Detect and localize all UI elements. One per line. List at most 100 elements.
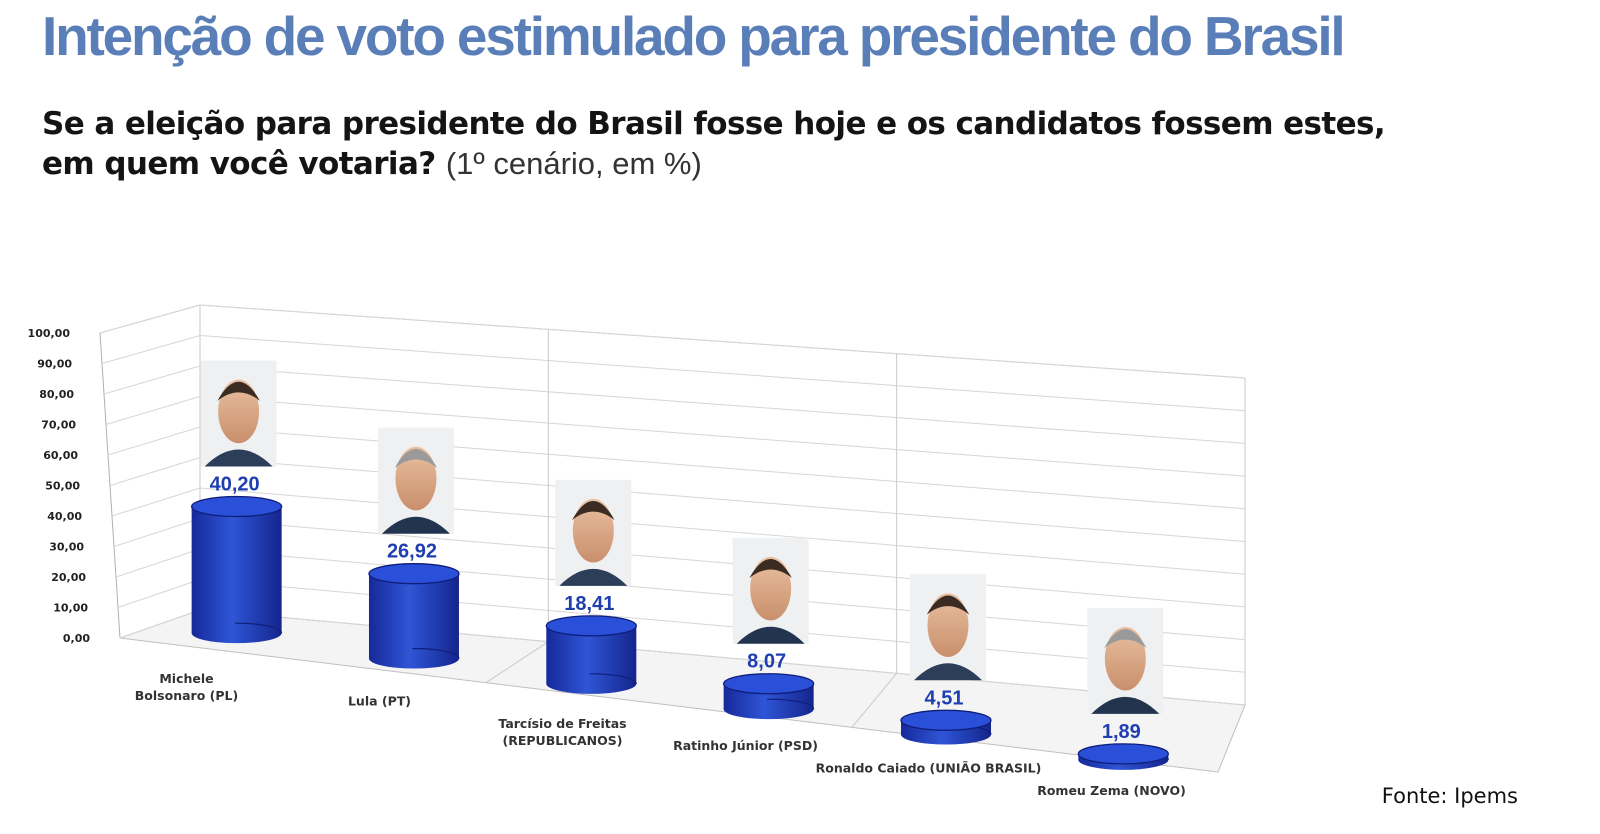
chart-title: Intenção de voto estimulado para preside… [42,5,1346,67]
photo-face [750,556,792,621]
question-note: (1º cenário, em %) [445,146,702,181]
value-label: 18,41 [564,593,614,615]
bar-base [545,673,637,695]
photo-shoulders [204,449,273,467]
photo-hair [926,595,970,615]
candidate-photo [1087,607,1164,714]
y-tick-label: 70,00 [41,419,76,432]
candidate-photos [200,360,1164,714]
photo-shoulders [736,626,805,644]
bar [368,573,459,669]
candidate-photo [200,360,277,467]
gridline [199,426,1246,510]
bar-top [190,495,283,518]
x-axis-label: (REPUBLICANOS) [503,733,623,748]
photo-face [572,498,614,563]
gridline [199,548,1246,641]
x-axis-label: Bolsonaro (PL) [135,688,238,703]
bar-top [545,615,637,637]
value-label: 40,20 [210,474,260,496]
x-axis-label: Michele [159,671,213,686]
floor-divider [485,641,549,684]
question-line-2: em quem você votaria? [42,146,436,182]
gridline [199,487,1246,575]
y-tick-label: 60,00 [43,449,78,462]
left-wall-gridline [105,396,201,425]
photo-shoulders [559,568,628,586]
photo-hair [217,381,260,401]
bar-top [900,709,992,731]
x-axis-label: Ratinho Júnior (PSD) [673,738,818,753]
photo-hair [394,448,438,468]
candidate-photo [732,537,809,644]
bar-group [190,495,283,644]
photo-hair [1104,629,1147,649]
bar [191,506,282,644]
y-tick-label: 90,00 [37,358,72,371]
photo-face [1104,626,1146,691]
left-wall-gridline [103,365,201,395]
gridline [199,518,1246,608]
candidate-photo [555,479,632,586]
chart-bars [190,495,1169,771]
photo-hair [572,501,615,521]
left-wall-gridline [111,487,201,517]
photo-shoulders [913,663,982,681]
value-label: 1,89 [1102,721,1141,743]
bar-group [368,563,460,670]
left-wall-gridline [109,457,201,486]
left-wall-gridline [115,548,201,578]
bar-top [1077,743,1169,765]
chart-question: Se a eleição para presidente do Brasil f… [42,104,1386,184]
left-wall-gridline [107,426,201,456]
question-line-1: Se a eleição para presidente do Brasil f… [42,106,1386,142]
y-tick-label: 10,00 [53,602,88,615]
bar-group [723,673,815,720]
y-tick-label: 40,00 [47,510,82,523]
candidate-photo [909,574,986,681]
bar-group [900,709,992,746]
bar-top [723,673,815,695]
photo-face [218,379,260,444]
photo-face [927,593,969,657]
left-wall-gridline [113,518,201,547]
left-wall-gridline [119,609,201,639]
gridline [199,457,1246,542]
gridline [199,396,1246,477]
value-label: 4,51 [925,687,964,709]
bar-group [1077,743,1169,771]
bar-base [723,698,815,720]
y-tick-label: 0,00 [63,632,90,645]
gridline [199,304,1246,379]
value-label: 8,07 [747,651,786,673]
bar-top [368,563,460,585]
x-axis-label: Lula (PT) [348,694,411,709]
value-label: 26,92 [387,541,437,563]
bar-base [368,647,460,670]
left-wall-gridline [117,579,201,608]
bar [546,625,637,694]
y-tick-label: 20,00 [51,571,86,584]
x-axis-label: Ronaldo Caiado (UNIÃO BRASIL) [816,761,1042,776]
y-tick-label: 50,00 [45,480,80,493]
value-labels: 40,20 26,92 18,41 8,07 4,51 1,89 [210,474,1141,743]
candidate-photo [377,427,454,534]
y-tick-label: 80,00 [39,388,74,401]
gridline [199,335,1246,412]
y-tick-label: 30,00 [49,541,84,554]
bar-group [545,615,637,695]
x-axis-labels: Michele Bolsonaro (PL) Lula (PT) Tarcísio d… [135,671,1186,798]
bar-base [191,622,283,644]
photo-shoulders [381,516,450,534]
source-note: Fonte: Ipems [1381,784,1518,808]
photo-hair [749,558,792,579]
floor-divider [851,673,898,728]
left-wall-gridline [99,304,201,334]
x-axis-label: Romeu Zema (NOVO) [1037,783,1186,798]
y-axis-ticks: 0,00 10,00 20,00 30,00 40,00 50,00 60,00 70,00 8… [28,327,91,645]
x-axis-label: Tarcísio de Freitas [498,716,626,731]
y-tick-label: 100,00 [28,327,71,340]
photo-face [395,446,437,511]
photo-shoulders [1091,696,1160,714]
